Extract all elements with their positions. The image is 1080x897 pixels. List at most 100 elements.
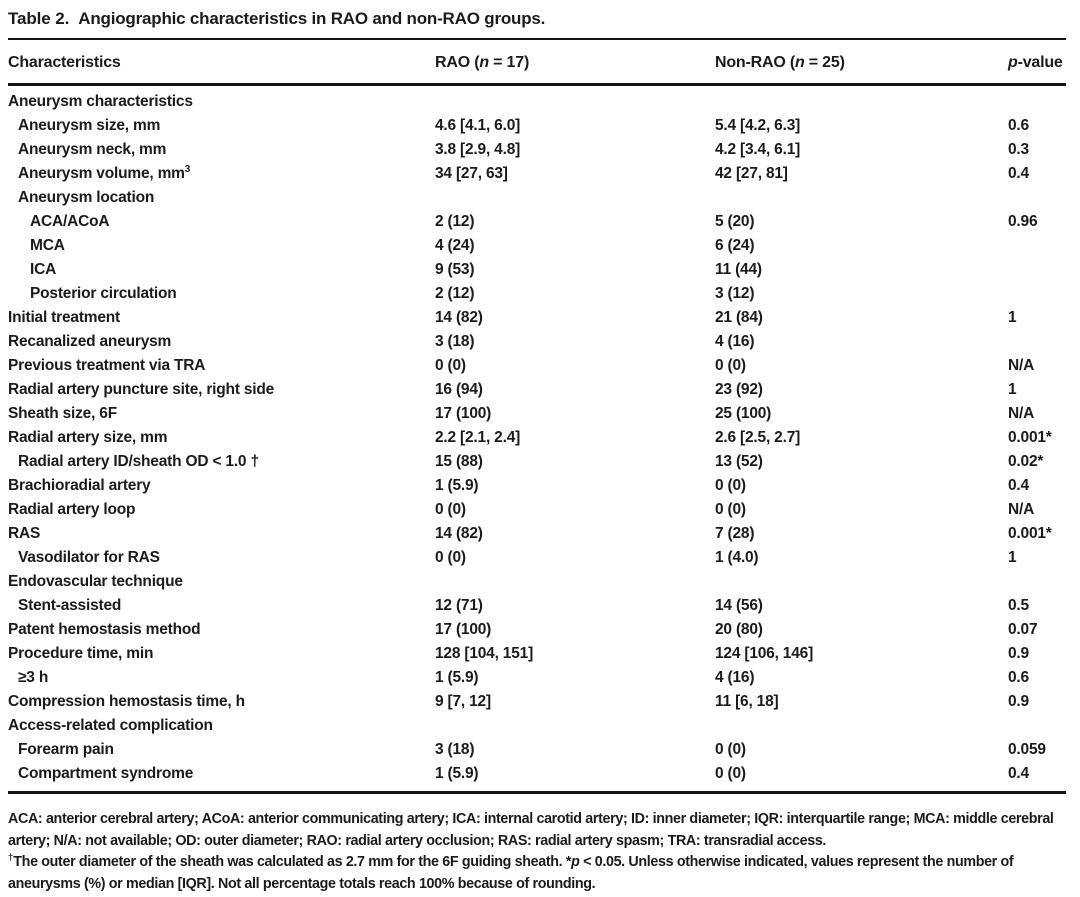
cell-nonrao: 7 (28) [715, 525, 755, 542]
cell-pvalue: N/A [1008, 405, 1035, 422]
cell-rao: 3 (18) [435, 333, 475, 350]
cell-rao: 34 [27, 63] [435, 165, 508, 182]
col-header-rao-nvar: n [479, 54, 489, 71]
cell-pvalue [1008, 714, 1066, 738]
cell-nonrao: 21 (84) [715, 309, 763, 326]
cell-nonrao: 4 (16) [715, 333, 755, 350]
cell-nonrao: 11 [6, 18] [715, 693, 779, 710]
row-label: Compression hemostasis time, h [8, 693, 245, 710]
table-header-row: Characteristics RAO (n = 17) Non-RAO (n … [8, 40, 1066, 83]
cell-rao: 128 [104, 151] [435, 645, 534, 662]
row-label: Initial treatment [8, 309, 121, 326]
row-label: Aneurysm characteristics [8, 93, 193, 110]
cell-rao: 0 (0) [435, 357, 466, 374]
cell-rao: 2.2 [2.1, 2.4] [435, 429, 521, 446]
cell-nonrao: 0 (0) [715, 765, 746, 782]
cell-nonrao: 0 (0) [715, 477, 746, 494]
cell-pvalue: 0.9 [1008, 693, 1029, 710]
row-label: Aneurysm location [18, 189, 155, 206]
cell-pvalue: N/A [1008, 357, 1035, 374]
row-label: Access-related complication [8, 717, 213, 734]
col-header-rao-count: = 17) [488, 54, 530, 71]
cell-nonrao: 11 (44) [715, 261, 762, 278]
divider-bottom-rule [8, 791, 1066, 794]
cell-nonrao: 3 (12) [715, 285, 755, 302]
cell-nonrao: 6 (24) [715, 237, 755, 254]
cell-pvalue: 0.001* [1008, 525, 1052, 542]
cell-rao: 1 (5.9) [435, 477, 479, 494]
row-label: Radial artery size, mm [8, 429, 168, 446]
row-label: Aneurysm volume, mm3 [18, 163, 191, 182]
cell-rao: 9 (53) [435, 261, 475, 278]
cell-nonrao: 13 (52) [715, 453, 763, 470]
cell-rao: 15 (88) [435, 453, 483, 470]
row-label: ICA [30, 261, 57, 278]
row-label: Recanalized aneurysm [8, 333, 172, 350]
footnote-note-text-b: < 0.05. Unless otherwise indicated, valu… [8, 854, 1014, 892]
footnote-abbreviations: ACA: anterior cerebral artery; ACoA: ant… [8, 811, 1054, 849]
cell-pvalue: 0.6 [1008, 117, 1029, 134]
cell-rao: 4.6 [4.1, 6.0] [435, 117, 521, 134]
cell-nonrao: 4 (16) [715, 669, 755, 686]
cell-pvalue [1008, 186, 1066, 210]
cell-pvalue: 0.02* [1008, 453, 1044, 470]
cell-nonrao: 42 [27, 81] [715, 165, 788, 182]
row-label: Aneurysm neck, mm [18, 141, 167, 158]
cell-pvalue: 1 [1008, 381, 1017, 398]
cell-nonrao: 0 (0) [715, 741, 746, 758]
cell-nonrao: 124 [106, 146] [715, 645, 814, 662]
cell-pvalue: 0.059 [1008, 741, 1046, 758]
cell-rao: 9 [7, 12] [435, 693, 491, 710]
cell-pvalue: 0.3 [1008, 141, 1029, 158]
cell-nonrao: 25 (100) [715, 405, 772, 422]
cell-rao: 1 (5.9) [435, 669, 479, 686]
cell-pvalue: 1 [1008, 309, 1017, 326]
divider-header-rule [8, 83, 1066, 86]
row-label: Brachioradial artery [8, 477, 151, 494]
row-label: Forearm pain [18, 741, 114, 758]
row-label: Radial artery puncture site, right side [8, 381, 275, 398]
cell-rao: 17 (100) [435, 621, 492, 638]
cell-nonrao: 4.2 [3.4, 6.1] [715, 141, 801, 158]
cell-rao: 17 (100) [435, 405, 492, 422]
cell-rao: 14 (82) [435, 309, 483, 326]
cell-pvalue [1008, 90, 1066, 114]
row-label: Sheath size, 6F [8, 405, 117, 422]
cell-pvalue: N/A [1008, 501, 1035, 518]
col-header-nonrao: Non-RAO (n = 25) [715, 40, 1008, 83]
col-header-characteristics: Characteristics [8, 54, 121, 71]
row-label: Previous treatment via TRA [8, 357, 206, 374]
cell-pvalue [1008, 570, 1066, 594]
footnote-dagger-symbol: † [8, 852, 14, 864]
footnote-note-pvar: p [571, 854, 580, 870]
cell-nonrao: 2.6 [2.5, 2.7] [715, 429, 801, 446]
cell-rao: 2 (12) [435, 213, 475, 230]
row-label: Radial artery ID/sheath OD < 1.0 † [18, 453, 259, 470]
table-body: Aneurysm characteristics Aneurysm size, m… [8, 86, 1066, 791]
cell-rao [435, 714, 715, 738]
cell-pvalue: 0.9 [1008, 645, 1029, 662]
row-label: RAS [8, 525, 41, 542]
col-header-pvalue-pvar: p [1008, 54, 1018, 71]
cell-nonrao: 0 (0) [715, 357, 746, 374]
cell-rao: 3 (18) [435, 741, 475, 758]
footnotes: ACA: anterior cerebral artery; ACoA: ant… [8, 809, 1066, 895]
row-label: Stent-assisted [18, 597, 122, 614]
col-header-rao-prefix: RAO ( [435, 54, 480, 71]
row-label: Posterior circulation [30, 285, 177, 302]
cell-rao: 16 (94) [435, 381, 483, 398]
superscript: 3 [184, 163, 191, 175]
col-header-pvalue: p-value [1008, 40, 1066, 83]
row-label: Radial artery loop [8, 501, 136, 518]
cell-nonrao [715, 90, 1008, 114]
divider-top-rule [8, 38, 1066, 40]
col-header-nonrao-count: = 25) [804, 54, 845, 71]
cell-rao [435, 570, 715, 594]
cell-rao: 12 (71) [435, 597, 483, 614]
cell-nonrao: 5 (20) [715, 213, 755, 230]
cell-nonrao: 5.4 [4.2, 6.3] [715, 117, 801, 134]
cell-pvalue: 1 [1008, 549, 1017, 566]
cell-pvalue [1008, 330, 1066, 354]
cell-pvalue: 0.4 [1008, 765, 1029, 782]
col-header-pvalue-rest: -value [1017, 54, 1063, 71]
